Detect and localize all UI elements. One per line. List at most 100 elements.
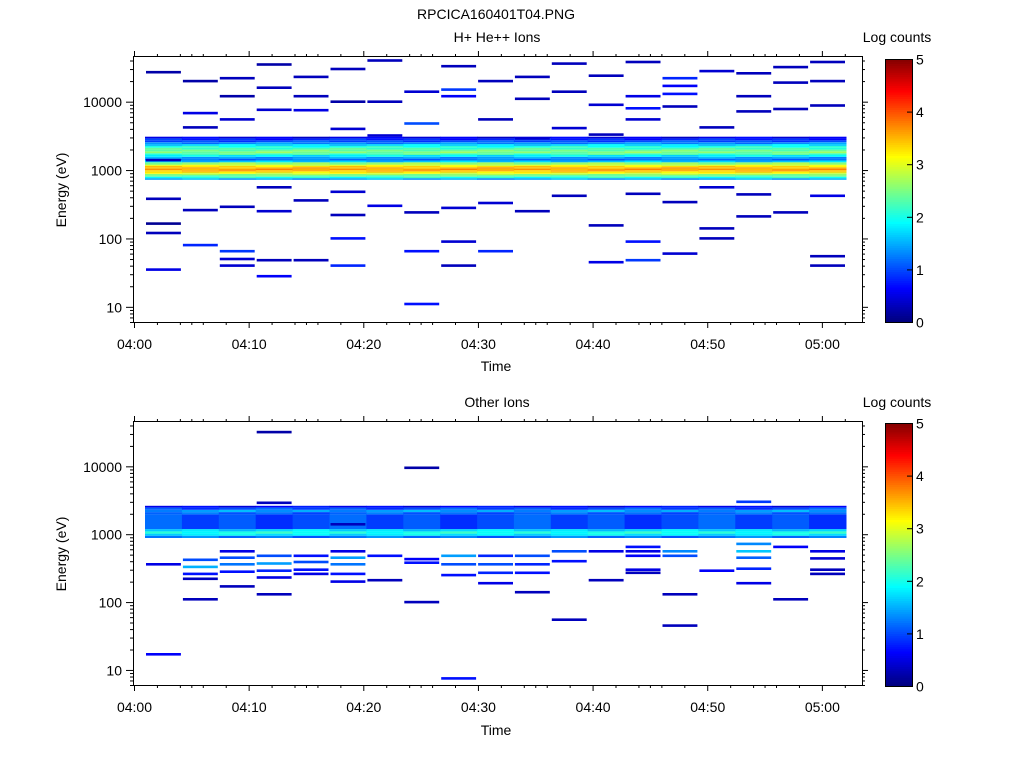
colorbar-segment [885, 631, 912, 634]
colorbar-segment [885, 587, 912, 591]
heatmap-cell [329, 514, 367, 530]
x-axis-label: Time [481, 358, 512, 374]
heatmap-cell [587, 160, 626, 163]
colorbar-segment [885, 278, 912, 281]
heatmap-cell [477, 155, 515, 157]
heatmap-cell [810, 79, 845, 83]
heatmap-cell [772, 158, 810, 161]
heatmap-cell [255, 512, 294, 515]
heatmap-cell [181, 144, 220, 146]
colorbar-segment [885, 304, 912, 308]
heatmap-cell [367, 554, 403, 558]
heatmap-cell [699, 237, 735, 240]
heatmap-cell [292, 156, 330, 159]
heatmap-cell [293, 75, 329, 79]
heatmap-cell [735, 145, 773, 148]
colorbar-segment [885, 543, 912, 547]
heatmap-cell [514, 97, 550, 101]
heatmap-cell [736, 550, 772, 553]
colorbar-segment [885, 72, 912, 75]
heatmap-cell [219, 76, 255, 80]
heatmap-cell [662, 593, 698, 596]
heatmap-cell [330, 100, 366, 103]
heatmap-cell [292, 175, 330, 177]
heatmap-cell [772, 164, 810, 166]
colorbar-segment [885, 181, 912, 185]
heatmap-cell [329, 168, 367, 170]
heatmap-cell [513, 512, 552, 515]
heatmap-cell [513, 509, 552, 513]
heatmap-cell [551, 559, 587, 563]
colorbar-segment [885, 111, 912, 115]
colorbar-segment [885, 218, 912, 222]
colorbar-segment [885, 618, 912, 621]
heatmap-cell [624, 162, 662, 165]
colorbar-tick-label: 0 [916, 679, 924, 695]
heatmap-cell [329, 142, 367, 145]
heatmap-cell [255, 160, 294, 163]
heatmap-cell [809, 149, 847, 152]
heatmap-cell [550, 514, 589, 530]
heatmap-cell [587, 165, 626, 168]
colorbar-segment [885, 205, 912, 209]
colorbar-segment [885, 197, 912, 200]
heatmap-cell [550, 507, 589, 510]
heatmap-cell [550, 165, 589, 168]
heatmap-cell [477, 160, 515, 163]
heatmap-cell [403, 512, 441, 515]
colorbar-segment [885, 151, 912, 154]
colorbar-segment [885, 159, 912, 163]
colorbar-frame [885, 423, 913, 687]
colorbar-segment [885, 580, 912, 584]
colorbar-segment [885, 506, 912, 510]
heatmap-cell [772, 535, 810, 538]
heatmap-cell [698, 155, 736, 157]
heatmap-cell [772, 505, 810, 508]
colorbar-segment [885, 284, 912, 288]
heatmap-cell [735, 529, 773, 532]
heatmap-cell [366, 533, 404, 536]
heatmap-cell [292, 509, 330, 513]
colorbar-segment [885, 646, 912, 650]
heatmap-cell [219, 563, 255, 566]
colorbar-segment [885, 113, 912, 117]
colorbar-segment [885, 589, 912, 593]
colorbar-segment [885, 148, 912, 152]
colorbar-segment [885, 519, 912, 523]
heatmap-cell [181, 165, 220, 168]
colorbar-segment [885, 216, 912, 220]
heatmap-cell [292, 171, 330, 173]
heatmap-cell [661, 168, 699, 170]
heatmap-cell [330, 550, 366, 553]
colorbar-segment [885, 668, 912, 672]
x-tick-label: 04:40 [576, 336, 611, 352]
colorbar-segment [885, 554, 912, 558]
colorbar-segment [885, 534, 912, 538]
heatmap-cell [587, 147, 626, 150]
heatmap-cell [551, 62, 587, 65]
heatmap-cell [255, 138, 294, 141]
heatmap-cell [477, 162, 515, 165]
heatmap-cell [292, 147, 330, 150]
heatmap-cell [330, 67, 366, 71]
heatmap-cell [477, 156, 515, 159]
heatmap-cell [404, 122, 440, 125]
colorbar-segment [885, 275, 912, 279]
colorbar-segment [885, 192, 912, 196]
colorbar-segment [885, 431, 912, 435]
heatmap-cell [550, 176, 589, 179]
colorbar-segment [885, 289, 912, 292]
heatmap-cell [513, 149, 552, 152]
heatmap-cell [661, 138, 699, 141]
heatmap-cell [810, 557, 845, 560]
heatmap-cell [735, 171, 773, 173]
heatmap-cell [440, 529, 478, 532]
heatmap-cell [736, 193, 772, 196]
colorbar-segment [885, 504, 912, 507]
heatmap-cell [403, 145, 441, 148]
heatmap-cell [145, 145, 183, 148]
heatmap-cell [513, 165, 552, 168]
heatmap-cell [218, 173, 257, 176]
colorbar-segment [885, 495, 912, 499]
heatmap-cell [292, 155, 330, 157]
